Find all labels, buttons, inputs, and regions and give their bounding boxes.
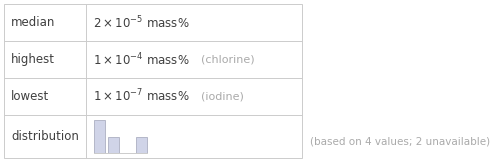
- Text: distribution: distribution: [11, 130, 79, 143]
- Text: $1\times10^{-7}$ mass%: $1\times10^{-7}$ mass%: [93, 88, 190, 105]
- Bar: [4, 4, 302, 158]
- Text: (iodine): (iodine): [201, 92, 244, 102]
- Text: (based on 4 values; 2 unavailable): (based on 4 values; 2 unavailable): [310, 137, 490, 147]
- Text: median: median: [11, 16, 55, 29]
- Text: $1\times10^{-4}$ mass%: $1\times10^{-4}$ mass%: [93, 51, 190, 68]
- Bar: [94, 120, 105, 153]
- Text: lowest: lowest: [11, 90, 49, 103]
- Bar: [108, 137, 119, 153]
- Text: highest: highest: [11, 53, 55, 66]
- Text: (chlorine): (chlorine): [201, 54, 255, 64]
- Bar: [136, 137, 147, 153]
- Text: $2\times10^{-5}$ mass%: $2\times10^{-5}$ mass%: [93, 14, 190, 31]
